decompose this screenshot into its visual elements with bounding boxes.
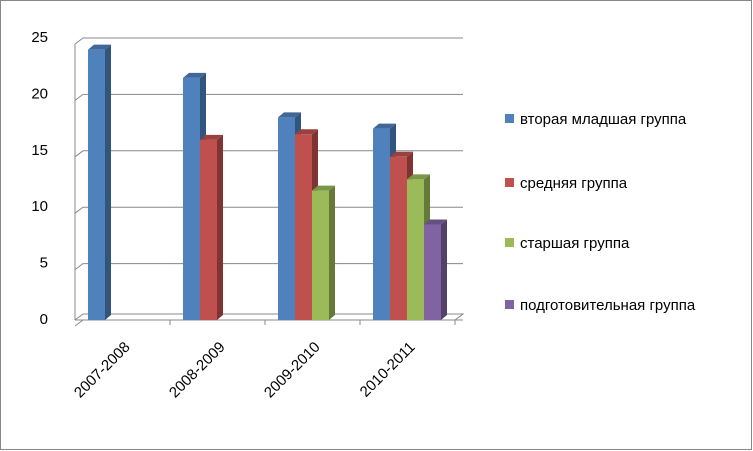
bar-side [217, 134, 223, 320]
bar-top [200, 134, 223, 140]
bar-top [373, 123, 396, 129]
bar-front [200, 139, 217, 320]
grid-line [74, 150, 463, 158]
bar [88, 44, 111, 320]
bar-top [183, 72, 206, 78]
grid-line [74, 319, 463, 327]
legend-label: подготовительная группа [520, 297, 696, 314]
bar-front [373, 128, 390, 320]
y-tick-label: 0 [40, 311, 48, 328]
bar-front [312, 190, 329, 320]
bar-top [278, 112, 301, 118]
legend-label: старшая группа [520, 235, 630, 252]
bar-front [183, 77, 200, 320]
bar-top [295, 129, 318, 135]
bar-top [312, 185, 335, 191]
bar-side [105, 44, 111, 320]
bar-top [88, 44, 111, 50]
bar-front [390, 156, 407, 320]
legend-swatch [505, 178, 514, 187]
y-tick-label: 25 [31, 29, 48, 46]
bar [312, 185, 335, 320]
bar-side [329, 185, 335, 320]
bar-front [88, 49, 105, 320]
bar-side [441, 219, 447, 320]
legend-swatch [505, 114, 514, 123]
bar-front [407, 179, 424, 320]
y-tick-label: 20 [31, 85, 48, 102]
grid-line [74, 93, 463, 101]
bar-top [407, 174, 430, 180]
bar-front [424, 224, 441, 320]
legend-swatch [505, 300, 514, 309]
bar-front [295, 134, 312, 320]
bar-front [278, 117, 295, 320]
bar-top [424, 219, 447, 225]
legend-swatch [505, 238, 514, 247]
grid-line [74, 37, 463, 45]
bar [424, 219, 447, 320]
bar-top [390, 151, 413, 157]
y-tick-label: 15 [31, 142, 48, 159]
y-tick-label: 5 [40, 255, 48, 272]
floor [74, 313, 465, 321]
grid-line [74, 206, 463, 214]
bar [200, 134, 223, 320]
legend-label: средняя группа [520, 175, 628, 192]
y-tick-label: 10 [31, 198, 48, 215]
legend-label: вторая младшая группа [520, 111, 687, 128]
grid-line [74, 263, 463, 271]
